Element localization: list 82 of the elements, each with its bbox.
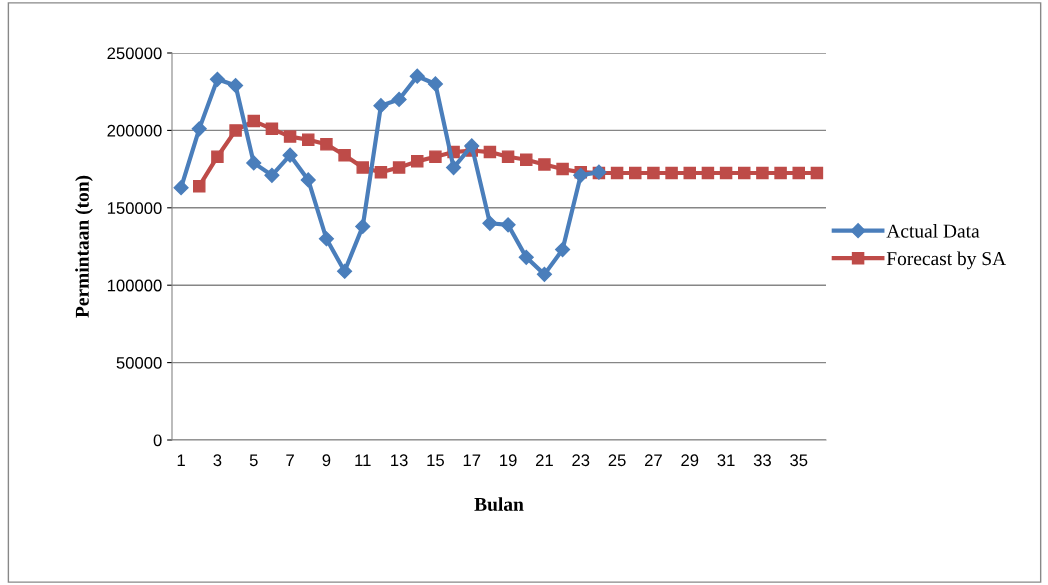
point [464, 138, 480, 154]
x-tick-label: 17 [463, 454, 481, 466]
point [373, 98, 389, 114]
y-tick-label: 150000 [107, 202, 162, 214]
y-tick-label: 200000 [107, 124, 162, 137]
point [283, 130, 297, 143]
point [191, 121, 207, 137]
point [337, 263, 353, 279]
x-tick-label: 29 [681, 454, 699, 467]
point [410, 155, 424, 168]
point [501, 150, 515, 163]
point [519, 153, 533, 167]
point [810, 166, 824, 180]
point [391, 91, 407, 108]
point [228, 77, 244, 94]
point [355, 218, 371, 234]
x-tick-label: 35 [790, 454, 808, 467]
point [774, 166, 787, 180]
y-tick-label: 100000 [107, 279, 162, 292]
point [409, 68, 425, 84]
x-tick-label: 33 [753, 454, 771, 467]
point [518, 249, 534, 265]
x-axis-title: Bulan [474, 497, 524, 511]
point [265, 122, 279, 136]
point [173, 180, 189, 196]
point [392, 161, 406, 174]
x-tick-label: 21 [535, 454, 553, 466]
point [446, 159, 462, 176]
point [209, 71, 225, 87]
x-tick-label: 27 [644, 454, 662, 466]
x-tick-label: 31 [717, 454, 735, 467]
point [374, 165, 388, 179]
x-tick-label: 3 [213, 454, 222, 467]
point [756, 166, 769, 180]
point [719, 166, 733, 180]
point [338, 148, 351, 162]
point [301, 133, 315, 146]
point [538, 158, 551, 171]
y-tick-label: 250000 [107, 47, 162, 60]
x-tick-label: 1 [177, 454, 185, 466]
legend-label: Forecast by SA [886, 251, 1007, 270]
point [429, 150, 442, 163]
x-tick-label: 9 [322, 454, 331, 467]
point [282, 147, 298, 163]
x-tick-label: 19 [500, 454, 517, 467]
point [573, 167, 589, 183]
point [792, 166, 806, 180]
point [247, 114, 261, 128]
point [665, 166, 678, 180]
point [536, 266, 552, 282]
point [628, 166, 642, 180]
point [318, 231, 334, 247]
point [683, 166, 697, 180]
point [647, 166, 660, 180]
point [427, 76, 443, 92]
point [482, 215, 498, 231]
legend-label: Actual Data [886, 223, 980, 238]
x-tick-label: 13 [391, 454, 408, 467]
point [483, 145, 497, 159]
point [556, 162, 569, 176]
x-tick-label: 23 [572, 454, 590, 467]
y-tick-label: 50000 [116, 357, 162, 369]
y-axis-title: Permintaan (ton) [75, 175, 93, 318]
x-tick-label: 11 [355, 454, 371, 466]
x-tick-label: 5 [249, 454, 258, 467]
point [320, 138, 333, 151]
y-tick-label: 0 [153, 434, 162, 447]
point [300, 172, 316, 188]
point [610, 166, 624, 180]
point [701, 166, 715, 180]
point [211, 150, 224, 163]
point [264, 167, 280, 183]
point [737, 166, 751, 180]
x-tick-label: 15 [427, 454, 444, 467]
point [246, 155, 262, 171]
point [229, 124, 242, 137]
x-tick-label: 7 [286, 454, 294, 466]
x-tick-label: 25 [608, 454, 626, 467]
point [356, 161, 370, 174]
point [192, 179, 206, 193]
point [500, 217, 516, 233]
point [555, 242, 571, 258]
